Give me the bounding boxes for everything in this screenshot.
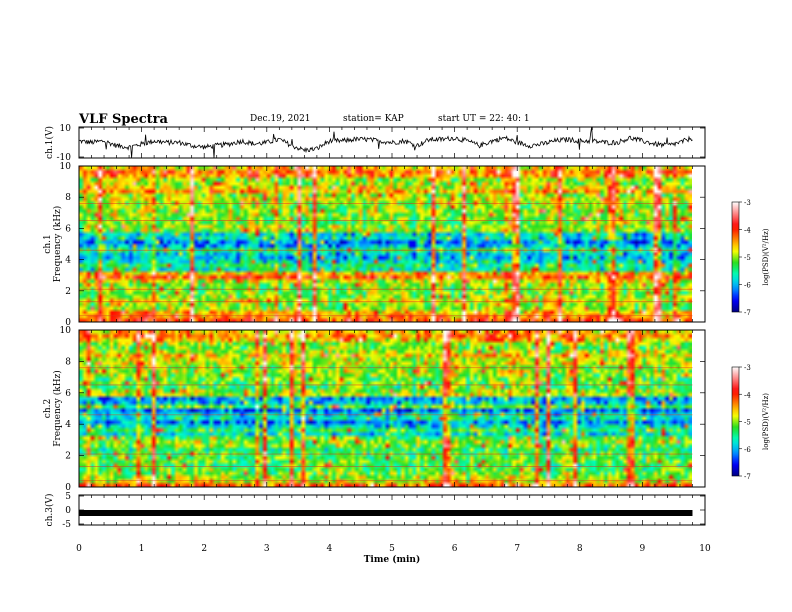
ch2-spectrogram-image xyxy=(79,330,692,487)
ch1-voltage-tick-label: 10 xyxy=(60,124,72,134)
x-tick-label: 9 xyxy=(640,544,646,554)
start-time-label: start UT = 22: 40: 1 xyxy=(438,114,530,124)
x-tick-label: 4 xyxy=(327,544,333,554)
ch1-voltage-trace xyxy=(78,126,693,159)
ch2-spectrogram-tick-label: 6 xyxy=(65,389,71,399)
ch2-spectrogram-ylabel: ch.2 Frequency (kHz) xyxy=(43,370,63,447)
ch2-spectrogram-tick-label: 0 xyxy=(65,483,71,493)
ch1-voltage-ylabel: ch.1(V) xyxy=(44,126,55,159)
ch1-spectrogram-ylabel-line: ch.1 xyxy=(43,234,53,253)
ch1-spectrogram-tick-label: 6 xyxy=(65,224,71,234)
ch1-spectrogram-tick-label: 10 xyxy=(60,162,72,172)
ch2-colorbar-tick-label: -4 xyxy=(744,391,751,399)
ch1-colorbar-tick-label: -4 xyxy=(744,227,751,235)
ch1-spectrogram-image xyxy=(79,166,692,322)
x-tick-label: 6 xyxy=(452,544,458,554)
ch1-colorbar-tick-label: -7 xyxy=(744,309,751,317)
x-tick-label: 7 xyxy=(514,544,520,554)
ch1-spectrogram-ylabel: ch.1 Frequency (kHz) xyxy=(43,206,63,283)
ch2-colorbar-tick-label: -3 xyxy=(744,364,751,372)
ch1-spectrogram-tick-label: 2 xyxy=(65,287,71,297)
ch2-spectrogram-ylabel-line: Frequency (kHz) xyxy=(52,370,63,447)
figure-title: VLF Spectra xyxy=(79,112,168,127)
x-tick-label: 8 xyxy=(577,544,583,554)
ch3-voltage-tick-label: 0 xyxy=(65,506,71,516)
x-tick-label: 10 xyxy=(699,544,711,554)
ch2-colorbar-tick-label: -7 xyxy=(744,473,751,481)
ch1-spectrogram-ylabel-line: Frequency (kHz) xyxy=(52,206,63,283)
ch1-colorbar-tick-label: -6 xyxy=(744,282,751,290)
station-label: station= KAP xyxy=(343,114,404,124)
ch3-voltage-ylabel-line: ch.3(V) xyxy=(44,494,55,527)
ch2-spectrogram-tick-label: 2 xyxy=(65,452,71,462)
ch1-colorbar-label-text: log(PSD)(V²/Hz) xyxy=(762,228,770,285)
ch2-colorbar xyxy=(731,366,740,477)
ch1-spectrogram-tick-label: 0 xyxy=(65,318,71,328)
x-tick-label: 1 xyxy=(139,544,145,554)
ch3-voltage-tick-label: 5 xyxy=(65,492,71,502)
ch2-colorbar-label: log(PSD)(V²/Hz) xyxy=(762,393,770,450)
x-tick-label: 0 xyxy=(76,544,82,554)
ch1-spectrogram-tick-label: 8 xyxy=(65,193,71,203)
x-axis-label: Time (min) xyxy=(364,554,421,565)
ch1-colorbar-tick-label: -3 xyxy=(744,199,751,207)
ch3-voltage-ylabel: ch.3(V) xyxy=(44,494,55,527)
x-tick-label: 2 xyxy=(201,544,207,554)
ch3-voltage-trace xyxy=(79,510,693,516)
ch1-colorbar-label: log(PSD)(V²/Hz) xyxy=(762,228,770,285)
ch1-voltage-ylabel-line: ch.1(V) xyxy=(44,126,55,159)
ch2-spectrogram-ylabel-line: ch.2 xyxy=(43,399,53,418)
ch1-colorbar-tick-label: -5 xyxy=(744,254,751,262)
ch2-spectrogram-tick-label: 10 xyxy=(60,326,72,336)
ch1-voltage-tick-label: -10 xyxy=(57,153,72,163)
ch1-spectrogram-tick-label: 4 xyxy=(65,256,71,266)
ch3-voltage-tick-label: -5 xyxy=(62,520,71,530)
ch2-colorbar-tick-label: -6 xyxy=(744,446,751,454)
date-label: Dec.19, 2021 xyxy=(250,114,311,124)
ch2-spectrogram-tick-label: 8 xyxy=(65,357,71,367)
x-tick-label: 5 xyxy=(389,544,395,554)
x-tick-label: 3 xyxy=(264,544,270,554)
ch2-colorbar-tick-label: -5 xyxy=(744,419,751,427)
ch2-colorbar-label-text: log(PSD)(V²/Hz) xyxy=(762,393,770,450)
ch1-colorbar xyxy=(731,201,740,313)
ch2-spectrogram-tick-label: 4 xyxy=(65,420,71,430)
